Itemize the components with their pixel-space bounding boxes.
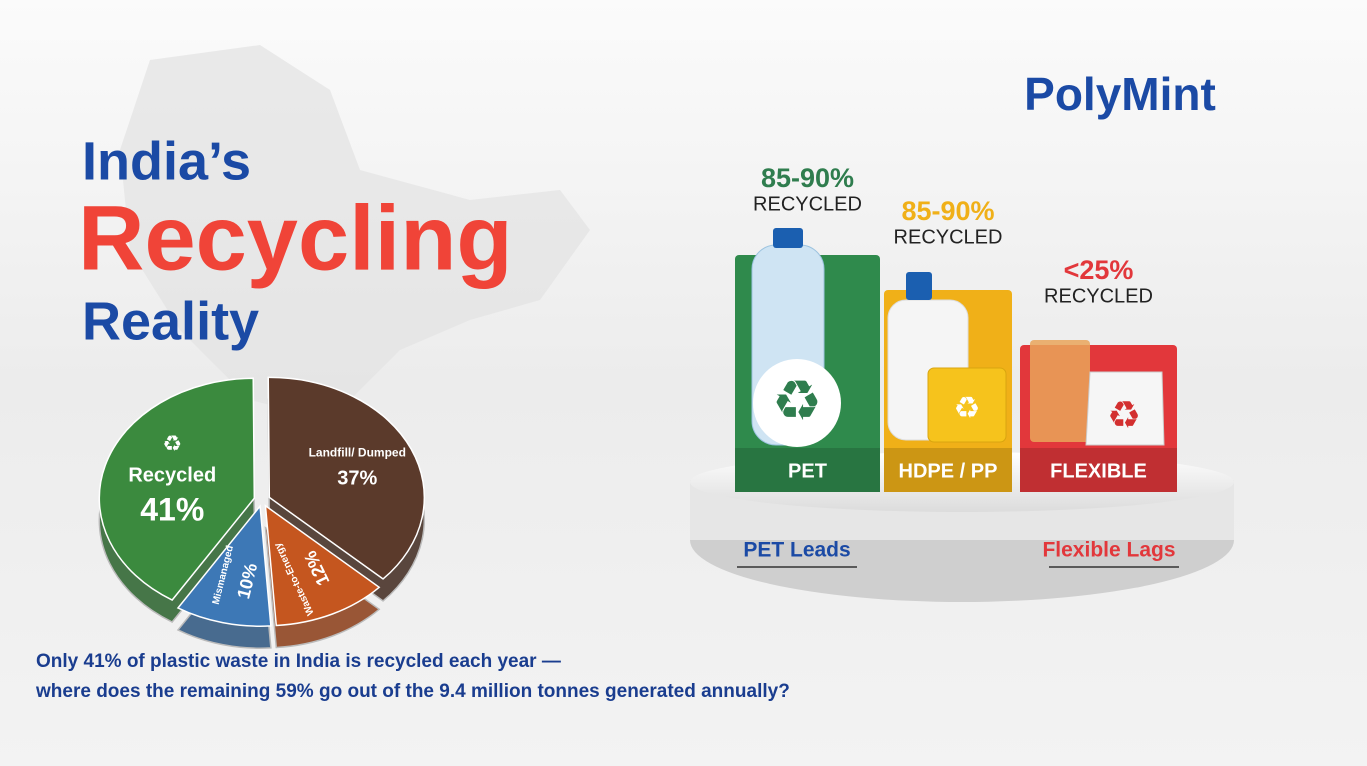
podium-note: PET Leads	[743, 539, 850, 562]
bucket	[927, 367, 1007, 443]
recycle-icon: ♻	[954, 392, 981, 425]
category-label: Recycled	[128, 465, 216, 487]
footer-line: Only 41% of plastic waste in India is re…	[36, 651, 561, 672]
recycle-icon: ♻	[772, 369, 822, 432]
pie-slice	[264, 504, 381, 627]
slice-label: ♻ Recycled 41%	[128, 431, 216, 528]
podium-label-bar	[735, 448, 880, 492]
title-line: India’s	[82, 131, 251, 191]
rate: 85-90%	[761, 163, 854, 193]
category-label: Landfill/ Dumped	[309, 446, 406, 460]
podium-label: PET	[788, 460, 827, 482]
brand: PolyMint	[1024, 68, 1216, 120]
pie-slice	[176, 504, 272, 627]
recycle-icon: ♻	[1107, 395, 1141, 437]
title-line: Recycling	[78, 187, 513, 289]
rate: <25%	[1064, 255, 1134, 285]
slice-label: Landfill/ Dumped 37%	[309, 446, 406, 490]
rate-caption: RECYCLED	[753, 193, 862, 215]
pie-slice	[267, 376, 426, 580]
pie-slice	[98, 377, 256, 601]
value-label: 41%	[140, 492, 204, 528]
recycle-icon: ♻	[162, 431, 182, 456]
jug-cap	[906, 272, 932, 300]
rate-caption: RECYCLED	[894, 226, 1003, 248]
recycle-badge	[753, 359, 841, 447]
rate-caption: RECYCLED	[1044, 285, 1153, 307]
bottle-cap	[773, 228, 803, 248]
podium-label-bar	[1020, 448, 1177, 492]
title-line: Reality	[82, 291, 259, 351]
podium-label: HDPE / PP	[899, 460, 998, 482]
rate: 85-90%	[901, 196, 994, 226]
value-label: 37%	[337, 468, 377, 490]
podium-label: FLEXIBLE	[1050, 460, 1147, 482]
footer: Only 41% of plastic waste in India is re…	[35, 651, 790, 702]
podium-label-bar	[884, 448, 1012, 492]
podium-note: Flexible Lags	[1042, 539, 1175, 562]
map-silhouette	[120, 45, 590, 420]
footer-line: where does the remaining 59% go out of t…	[35, 681, 790, 702]
pouch	[1030, 340, 1090, 442]
bag	[1085, 371, 1165, 446]
